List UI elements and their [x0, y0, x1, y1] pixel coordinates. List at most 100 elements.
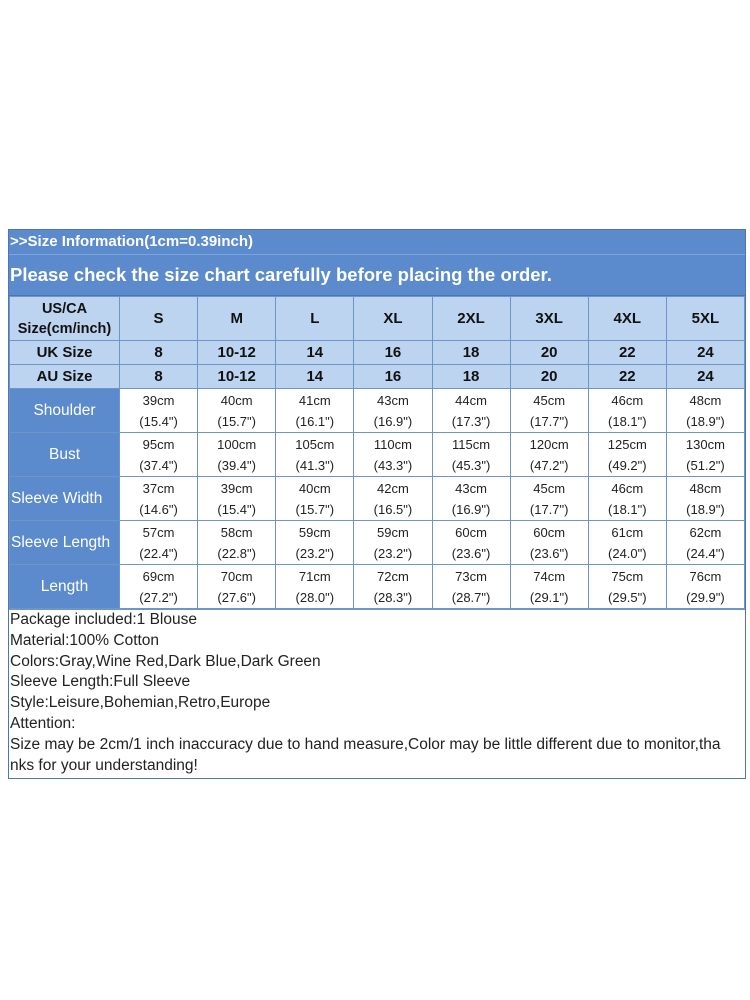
measurement-cell: 45cm (17.7"): [509, 388, 589, 433]
measurement-label: Sleeve Width: [9, 476, 120, 521]
size-chart-notice: Please check the size chart carefully be…: [10, 264, 552, 285]
inch-value: (17.3"): [451, 413, 491, 429]
inch-value: (43.3"): [373, 457, 413, 473]
cm-value: 115cm: [452, 436, 491, 452]
measurement-cell: 48cm (18.9"): [665, 388, 746, 433]
cm-value: 59cm: [298, 524, 331, 540]
cm-value: 60cm: [533, 524, 566, 540]
size-chart-sheet: >>Size Information(1cm=0.39inch) Please …: [8, 229, 746, 780]
cm-value: 110cm: [373, 436, 412, 452]
cm-value: 48cm: [689, 392, 722, 408]
measurement-cell: 60cm (23.6"): [509, 520, 589, 565]
cm-value: 46cm: [611, 392, 644, 408]
inch-value: (15.7"): [295, 501, 335, 517]
cm-value: 100cm: [217, 436, 257, 452]
measurement-cell: 44cm (17.3"): [431, 388, 511, 433]
inch-value: (39.4"): [217, 457, 256, 473]
cm-value: 95cm: [142, 436, 175, 452]
inch-value: (51.2"): [686, 457, 725, 473]
cm-value: 62cm: [689, 524, 722, 540]
package-note: Package included:1 Blouse: [10, 611, 197, 628]
disclaimer-line-2: nks for your understanding!: [10, 756, 198, 774]
au-size-cell: 18: [431, 364, 511, 389]
inch-value: (18.9"): [686, 501, 725, 517]
cm-value: 75cm: [611, 568, 644, 584]
inch-value: (22.4"): [139, 545, 178, 561]
cm-value: 120cm: [529, 436, 569, 452]
inch-value: (49.2"): [608, 457, 647, 473]
measurement-cell: 59cm (23.2"): [275, 520, 355, 565]
inch-value: (23.2"): [295, 545, 335, 561]
cm-value: 59cm: [377, 524, 409, 540]
inch-value: (15.4"): [139, 413, 178, 429]
au-size-cell: 10-12: [197, 364, 277, 389]
measurement-cell: 72cm (28.3"): [353, 564, 433, 609]
cm-value: 40cm: [220, 392, 253, 408]
inch-value: (29.9"): [686, 589, 725, 605]
au-size-row: AU Size 8 10-12 14 16 18 20 22 24: [9, 364, 746, 389]
measurement-cell: 71cm (28.0"): [275, 564, 355, 609]
measurement-cell: 105cm (41.3"): [275, 432, 355, 477]
measurement-cell: 74cm (29.1"): [509, 564, 589, 609]
measurement-cell: 59cm (23.2"): [353, 520, 433, 565]
cm-value: 45cm: [533, 480, 566, 496]
au-size-cell: 24: [665, 364, 746, 389]
material-note: Material:100% Cotton: [10, 631, 160, 649]
measurement-cell: 40cm (15.7"): [197, 388, 277, 433]
measurement-row: Sleeve Width 37cm (14.6") 39cm (15.4") 40cm (1…: [9, 476, 746, 521]
inch-value: (28.0"): [295, 589, 335, 605]
measurement-cell: 48cm (18.9"): [665, 476, 746, 521]
measurement-cell: 110cm (43.3"): [353, 432, 433, 477]
au-size-cell: 22: [587, 364, 667, 389]
us-size-header: US/CA Size(cm/inch): [9, 296, 120, 341]
sleeve-length-note: Sleeve Length:Full Sleeve: [10, 673, 191, 691]
disclaimer-line-1: Size may be 2cm/1 inch inaccuracy due to…: [10, 735, 721, 753]
cm-value: 37cm: [142, 480, 175, 496]
us-size-row: US/CA Size(cm/inch) S M L XL 2XL 3XL 4XL…: [9, 296, 746, 341]
cm-value: 76cm: [689, 568, 722, 584]
size-info-banner: >>Size Information(1cm=0.39inch) Please …: [9, 230, 745, 296]
uk-size-cell: 8: [118, 340, 199, 365]
inch-value: (23.6"): [529, 545, 569, 561]
inch-value: (28.3"): [373, 589, 413, 605]
measurement-cell: 76cm (29.9"): [665, 564, 746, 609]
measurement-cell: 40cm (15.7"): [275, 476, 355, 521]
inch-value: (16.9"): [373, 413, 413, 429]
measurement-row: Length 69cm (27.2") 70cm (27.6") 71cm (28.0") 7…: [9, 564, 746, 609]
measurement-cell: 43cm (16.9"): [431, 476, 511, 521]
measurement-cell: 58cm (22.8"): [197, 520, 277, 565]
au-size-cell: 8: [118, 364, 199, 389]
measurement-cell: 46cm (18.1"): [587, 476, 667, 521]
cm-value: 60cm: [455, 524, 487, 540]
cm-value: 39cm: [220, 480, 253, 496]
measurement-cell: 100cm (39.4"): [197, 432, 277, 477]
measurement-cell: 46cm (18.1"): [587, 388, 667, 433]
uk-size-cell: 10-12: [197, 340, 277, 365]
inch-value: (45.3"): [451, 457, 491, 473]
cm-value: 43cm: [377, 392, 409, 408]
size-cell: 5XL: [665, 296, 746, 341]
cm-value: 125cm: [607, 436, 647, 452]
inch-value: (15.7"): [217, 413, 256, 429]
measurement-cell: 95cm (37.4"): [118, 432, 199, 477]
colors-note: Colors:Gray,Wine Red,Dark Blue,Dark Gree…: [10, 652, 321, 670]
inch-value: (17.7"): [529, 413, 569, 429]
cm-value: 69cm: [142, 568, 175, 584]
inch-value: (28.7"): [451, 589, 491, 605]
measurement-cell: 37cm (14.6"): [118, 476, 199, 521]
uk-size-cell: 18: [431, 340, 511, 365]
measurement-cell: 73cm (28.7"): [431, 564, 511, 609]
au-size-cell: 20: [509, 364, 589, 389]
inch-value: (18.1"): [608, 413, 647, 429]
attention-note: Attention:: [10, 714, 76, 732]
cm-value: 46cm: [611, 480, 644, 496]
uk-size-cell: 24: [665, 340, 746, 365]
measurement-cell: 75cm (29.5"): [587, 564, 667, 609]
size-cell: M: [197, 296, 277, 341]
cm-value: 74cm: [533, 568, 566, 584]
cm-value: 45cm: [533, 392, 566, 408]
style-note: Style:Leisure,Bohemian,Retro,Europe: [10, 694, 271, 712]
cm-value: 61cm: [611, 524, 644, 540]
inch-value: (23.2"): [373, 545, 413, 561]
au-size-label: AU Size: [9, 364, 120, 389]
